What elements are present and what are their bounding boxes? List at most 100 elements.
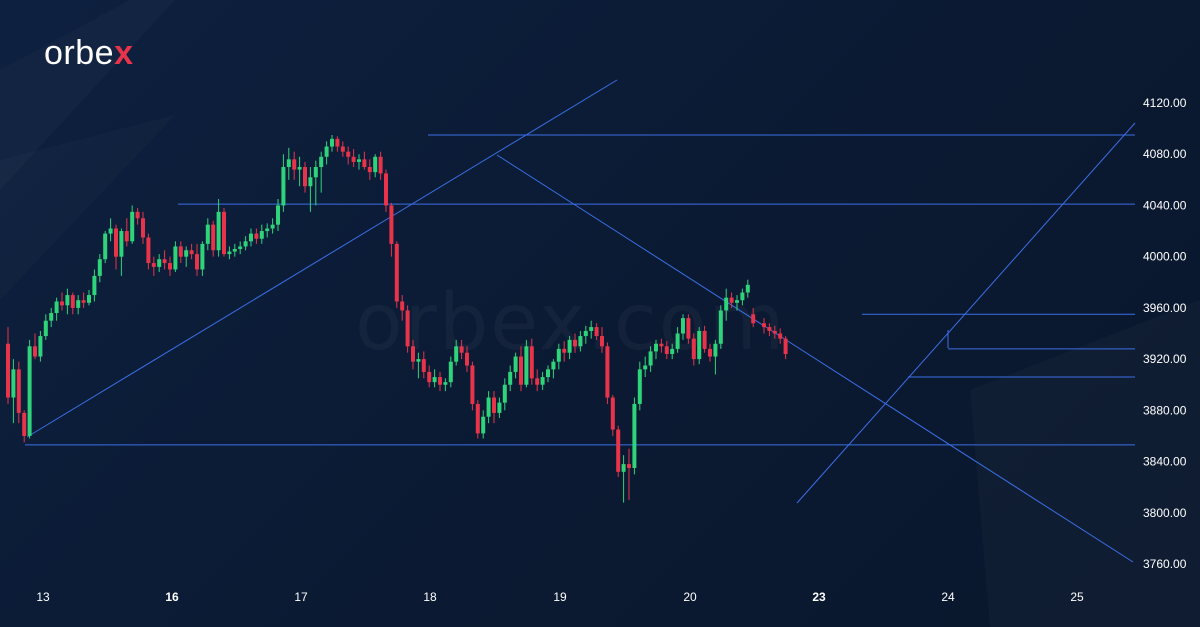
candle-body: [238, 246, 243, 249]
candle-body: [492, 397, 496, 413]
candle-body: [292, 159, 297, 170]
candle: [567, 336, 572, 360]
candle: [540, 371, 545, 390]
y-tick-label: 4120.00: [1143, 96, 1187, 110]
candle: [421, 351, 426, 379]
candle-body: [178, 246, 183, 257]
candle: [438, 371, 442, 392]
candle: [324, 141, 329, 165]
candle-body: [114, 228, 118, 257]
trend-lines: [26, 79, 1136, 563]
candle: [157, 254, 162, 273]
candle: [384, 169, 388, 212]
candle-body: [551, 361, 556, 370]
candle-body: [681, 318, 685, 334]
candle-body: [772, 330, 777, 334]
candle: [708, 343, 712, 362]
candle: [308, 167, 313, 212]
candle: [33, 333, 37, 360]
candle: [6, 327, 10, 404]
candle: [362, 151, 367, 170]
candle-body: [432, 377, 437, 383]
candle-body: [308, 177, 313, 187]
candle: [459, 339, 464, 360]
candle: [373, 154, 378, 178]
candle: [594, 323, 599, 340]
candle-body: [497, 402, 502, 413]
candle: [232, 243, 237, 257]
candle: [346, 146, 351, 165]
candle: [778, 328, 783, 344]
candle: [243, 236, 248, 251]
candle-body: [254, 233, 259, 239]
candle: [632, 397, 637, 475]
candle-body: [276, 205, 280, 225]
candle: [389, 202, 394, 257]
candle: [60, 292, 64, 311]
candle: [605, 342, 610, 404]
candle-body: [459, 346, 464, 353]
candle: [465, 346, 469, 372]
candle-body: [762, 323, 766, 328]
logo-x-icon: x: [114, 34, 134, 72]
candle-body: [124, 231, 129, 242]
candle-body: [351, 156, 356, 162]
candle: [670, 343, 675, 360]
candle-body: [573, 339, 577, 347]
candle-body: [6, 343, 10, 398]
candle: [470, 361, 475, 411]
candle: [578, 330, 583, 352]
candle: [729, 292, 734, 308]
candle-body: [357, 159, 361, 162]
candle-body: [146, 237, 151, 264]
x-tick-label: 17: [294, 590, 308, 604]
candle: [616, 425, 621, 477]
candle: [281, 154, 286, 212]
candle-body: [346, 151, 351, 157]
candle-body: [529, 346, 534, 379]
candle: [627, 448, 631, 500]
candle-body: [470, 365, 475, 404]
candle-body: [670, 348, 675, 354]
candle-body: [659, 343, 664, 347]
candle-body: [313, 167, 318, 178]
y-tick-label: 3960.00: [1143, 301, 1187, 315]
y-tick-label: 3760.00: [1143, 557, 1187, 571]
candle-body: [416, 359, 421, 362]
candle: [772, 325, 777, 339]
candle: [340, 141, 345, 157]
y-tick-label: 4040.00: [1143, 198, 1187, 212]
y-axis-labels: 4120.00 4080.00 4040.00 4000.00 3960.00 3920.…: [1143, 96, 1187, 571]
candle: [330, 135, 334, 152]
candle-body: [151, 263, 156, 267]
candle-body: [205, 224, 210, 244]
candle: [675, 327, 680, 353]
candle-body: [211, 224, 216, 251]
candle: [637, 361, 642, 411]
candle: [65, 288, 70, 315]
candle: [303, 161, 307, 193]
candle-body: [713, 343, 718, 357]
y-tick-label: 3920.00: [1143, 352, 1187, 366]
candle-body: [384, 173, 388, 206]
candle: [238, 241, 243, 255]
candle: [529, 338, 534, 385]
candle: [643, 356, 648, 378]
candle-body: [513, 356, 518, 372]
candle: [508, 365, 513, 392]
candle: [427, 365, 432, 388]
candle-body: [103, 233, 108, 260]
candle: [411, 339, 415, 370]
candle: [254, 228, 259, 244]
candle-body: [697, 330, 702, 360]
candle: [178, 241, 183, 264]
candle-body: [583, 330, 588, 337]
candle-body: [546, 369, 550, 378]
candle: [108, 218, 113, 242]
candle: [745, 279, 750, 298]
candle: [22, 410, 27, 443]
candle-body: [648, 351, 653, 366]
candle-body: [465, 352, 469, 366]
candle: [141, 211, 145, 244]
